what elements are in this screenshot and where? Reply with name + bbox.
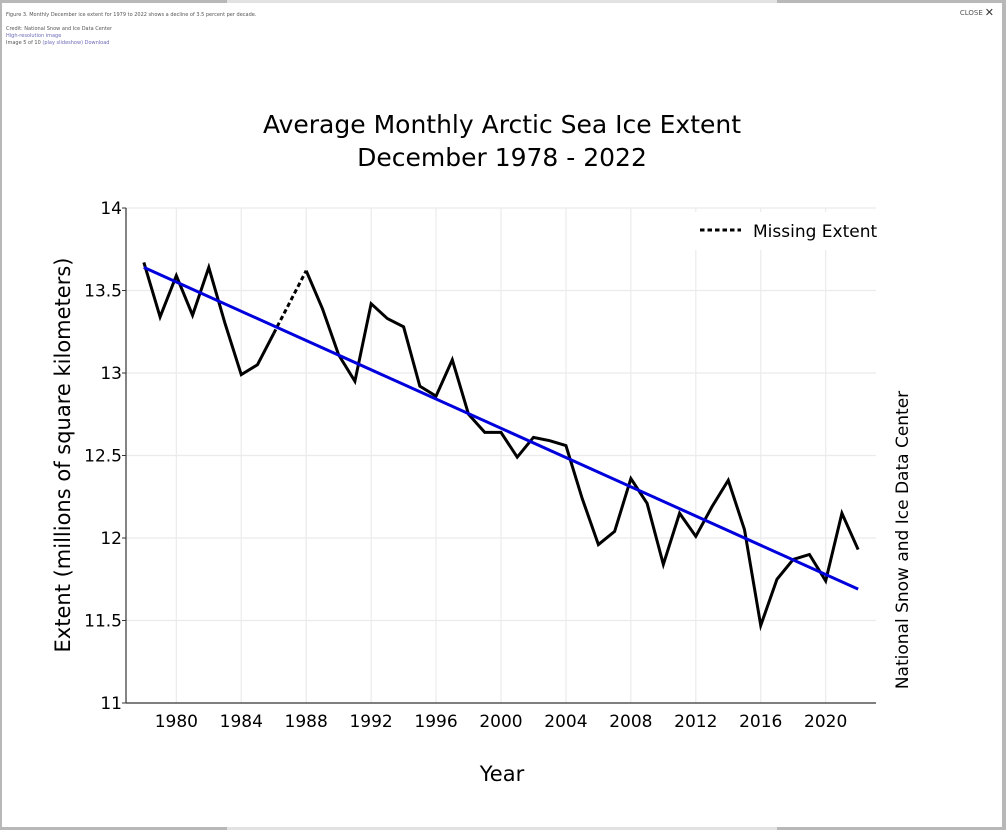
x-tick-label: 1992 [349,712,392,732]
y-tick-label: 14 [100,199,122,219]
credit-line: Credit: National Snow and Ice Data Cente… [6,26,113,32]
legend-box [688,212,888,250]
y-tick-label: 13 [100,364,122,384]
x-tick-label: 2012 [674,712,717,732]
trend-line [143,266,859,591]
legend-label-missing-extent: Missing Extent [753,222,877,242]
y-tick-label: 11 [100,694,122,714]
close-x-icon: ✕ [984,6,994,19]
axes [122,207,876,704]
series-layer [142,262,860,632]
background-page-bottom [0,827,1006,830]
image-counter: Image 5 of 10 [6,40,41,46]
y-axis-label: Extent (millions of square kilometers) [51,258,75,653]
y-tick-label: 13.5 [84,282,122,302]
x-tick-label: 2016 [739,712,782,732]
image-lightbox: Figure 3. Monthly December ice extent fo… [2,3,1002,827]
y-tick-label: 12.5 [84,447,122,467]
x-axis-label: Year [479,762,525,786]
close-label: CLOSE [959,8,983,17]
chart-subtitle: December 1978 - 2022 [357,143,647,172]
chart-title: Average Monthly Arctic Sea Ice Extent [263,110,741,139]
x-tick-label: 1984 [220,712,263,732]
credit-label: National Snow and Ice Data Center [893,391,913,689]
high-resolution-link[interactable]: High-resolution image [6,33,62,39]
x-tick-label: 2008 [609,712,652,732]
lightbox-caption: Figure 3. Monthly December ice extent fo… [6,12,256,47]
y-tick-label: 12 [100,529,122,549]
y-tick-label: 11.5 [84,612,122,632]
x-tick-label: 2020 [804,712,847,732]
play-slideshow-link[interactable]: (play slideshow) [42,40,84,46]
download-link[interactable]: Download [84,40,110,46]
x-tick-label: 2000 [479,712,522,732]
figure-caption: Figure 3. Monthly December ice extent fo… [6,12,257,18]
background-page-top [0,0,1006,3]
grid-lines [126,207,876,703]
extent-line-segment [304,270,860,632]
x-tick-label: 2004 [544,712,587,732]
missing-extent-line [272,270,308,335]
close-button[interactable]: CLOSE ✕ [960,7,994,18]
x-tick-label: 1996 [414,712,457,732]
x-tick-label: 1980 [155,712,198,732]
x-tick-label: 1988 [285,712,328,732]
